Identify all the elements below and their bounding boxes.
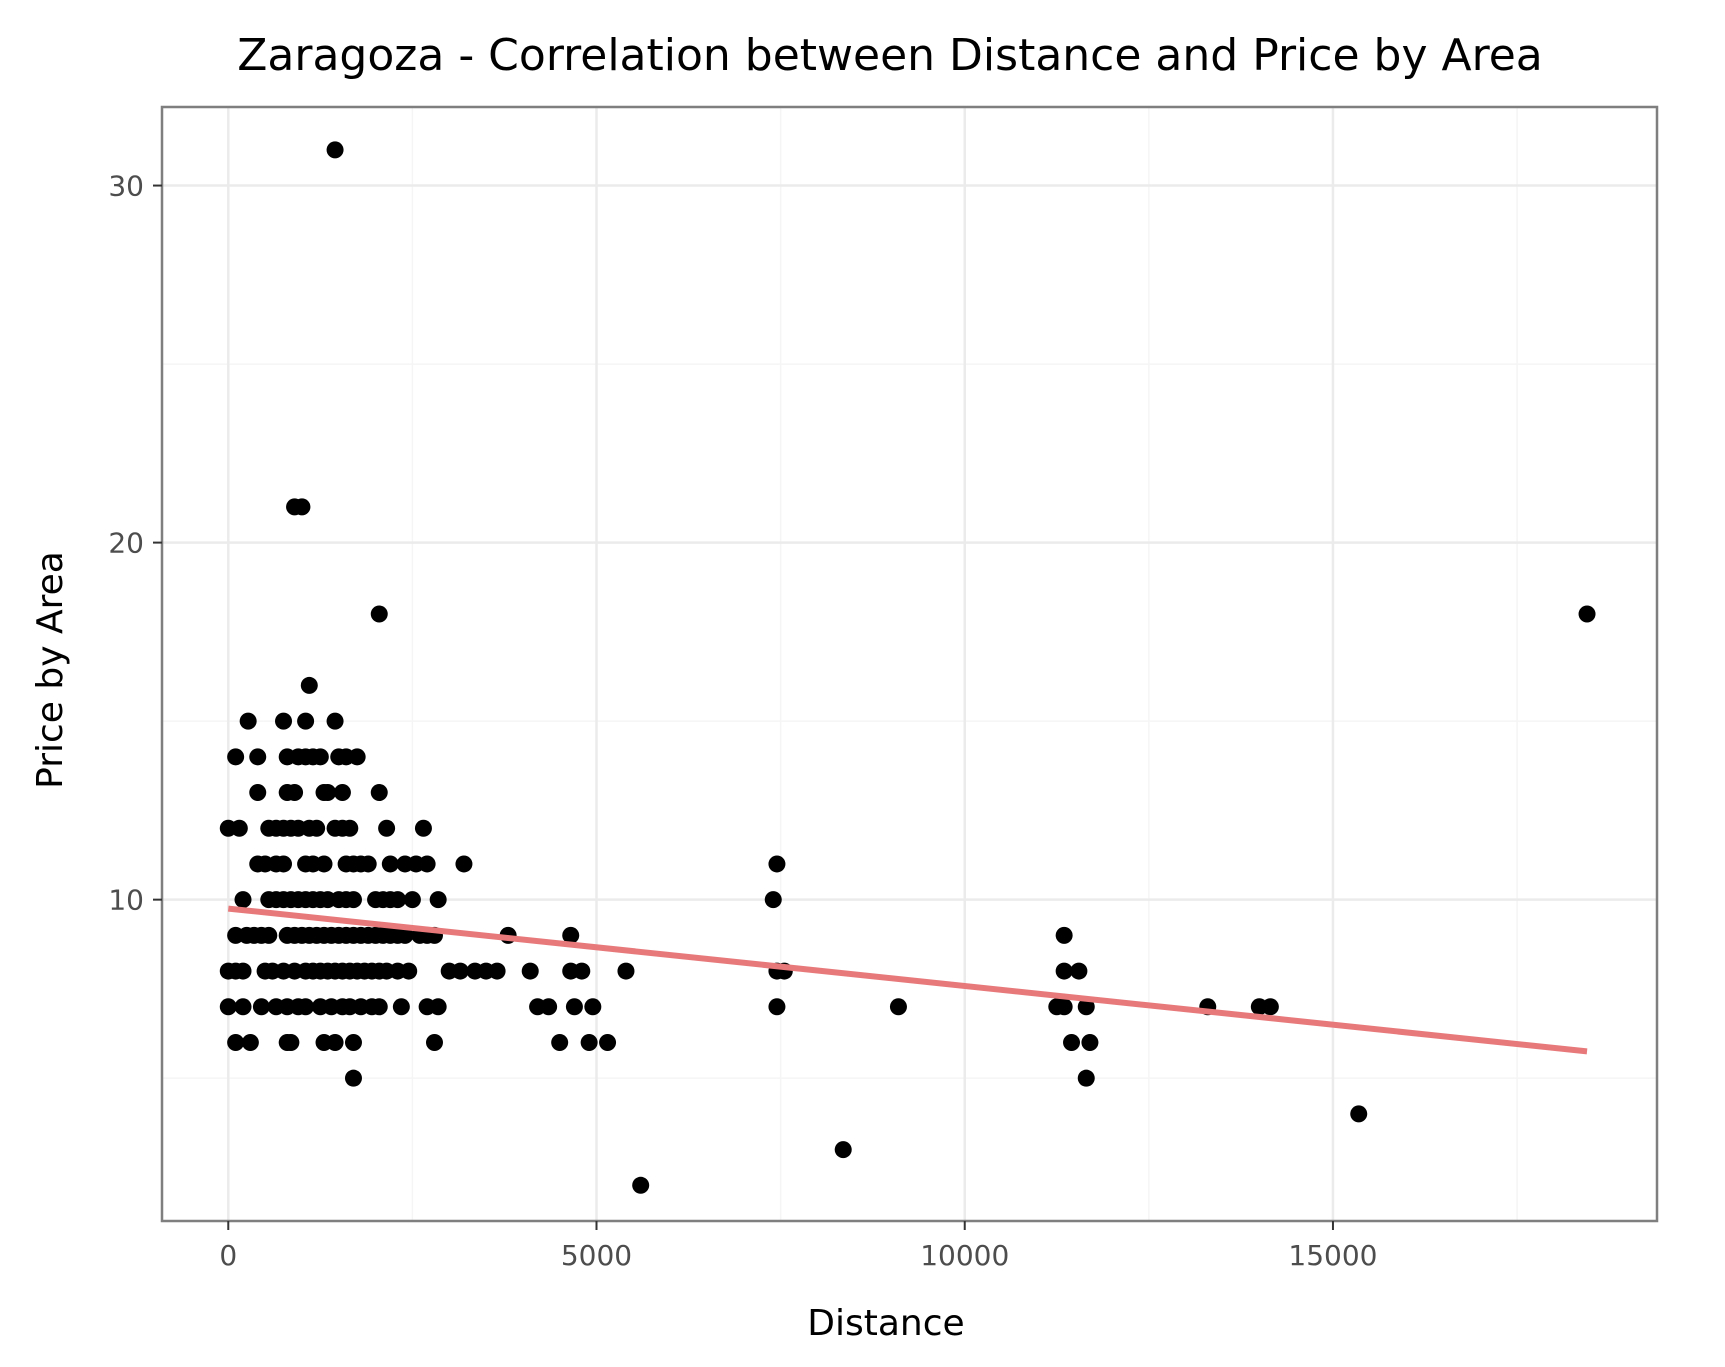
- data-point: [300, 676, 318, 694]
- data-point: [396, 926, 414, 944]
- data-point: [297, 998, 315, 1016]
- data-point: [599, 1033, 617, 1051]
- data-point: [230, 819, 248, 837]
- data-point: [400, 962, 418, 980]
- x-tick-label: 15000: [1288, 1239, 1377, 1272]
- y-tick-label: 30: [108, 170, 144, 203]
- data-point: [260, 926, 278, 944]
- data-point: [389, 891, 407, 909]
- data-point: [249, 748, 267, 766]
- data-point: [540, 998, 558, 1016]
- data-point: [768, 998, 786, 1016]
- data-point: [227, 1033, 245, 1051]
- data-point: [768, 855, 786, 873]
- data-point: [344, 891, 362, 909]
- data-point: [311, 748, 329, 766]
- data-point: [580, 1033, 598, 1051]
- data-point: [834, 1141, 852, 1159]
- data-point: [1055, 998, 1073, 1016]
- x-axis-label: Distance: [807, 1303, 964, 1344]
- data-point: [418, 855, 436, 873]
- data-point: [425, 1033, 443, 1051]
- data-point: [764, 891, 782, 909]
- data-point: [617, 962, 635, 980]
- x-tick-label: 10000: [920, 1239, 1009, 1272]
- data-point: [455, 855, 473, 873]
- data-point: [241, 1033, 259, 1051]
- data-point: [551, 1033, 569, 1051]
- data-point: [344, 1033, 362, 1051]
- x-tick-label: 5000: [561, 1239, 632, 1272]
- data-point: [293, 498, 311, 516]
- data-point: [573, 962, 591, 980]
- data-point: [239, 712, 257, 730]
- data-point: [1578, 605, 1596, 623]
- data-point: [1063, 1033, 1081, 1051]
- data-point: [632, 1176, 650, 1194]
- data-point: [308, 819, 326, 837]
- trend-line: [227, 905, 1588, 1055]
- data-point: [562, 926, 580, 944]
- data-point: [889, 998, 907, 1016]
- data-point: [326, 712, 344, 730]
- chart-title: Zaragoza - Correlation between Distance …: [237, 30, 1542, 81]
- panel-border: [160, 105, 1659, 1223]
- data-point: [1055, 926, 1073, 944]
- data-point: [414, 819, 432, 837]
- data-point: [282, 1033, 300, 1051]
- data-point: [1350, 1105, 1368, 1123]
- data-point: [451, 962, 469, 980]
- axis-ticks: 0 5000 10000 15000 10 20 30: [108, 170, 1377, 1272]
- data-point: [488, 962, 506, 980]
- data-point: [234, 891, 252, 909]
- minor-gridlines: [162, 107, 1657, 1221]
- data-point: [275, 855, 293, 873]
- data-point: [381, 855, 399, 873]
- data-point: [1070, 962, 1088, 980]
- data-point: [234, 962, 252, 980]
- data-point: [1261, 998, 1279, 1016]
- data-point: [521, 962, 539, 980]
- data-point: [319, 784, 337, 802]
- trend-line-group: [227, 905, 1588, 1055]
- data-point: [359, 855, 377, 873]
- data-point: [1077, 1069, 1095, 1087]
- data-points: [219, 141, 1596, 1194]
- data-point: [326, 1033, 344, 1051]
- data-point: [315, 855, 333, 873]
- data-point: [1055, 962, 1073, 980]
- data-point: [429, 891, 447, 909]
- data-point: [429, 998, 447, 1016]
- data-point: [249, 784, 267, 802]
- data-point: [348, 748, 366, 766]
- data-point: [227, 748, 245, 766]
- data-point: [584, 998, 602, 1016]
- data-point: [370, 998, 388, 1016]
- data-point: [333, 784, 351, 802]
- data-point: [378, 819, 396, 837]
- data-point: [234, 998, 252, 1016]
- y-tick-label: 20: [108, 527, 144, 560]
- y-tick-label: 10: [108, 884, 144, 917]
- data-point: [252, 998, 270, 1016]
- data-point: [286, 784, 304, 802]
- data-point: [326, 141, 344, 159]
- data-point: [1081, 1033, 1099, 1051]
- data-point: [403, 891, 421, 909]
- data-point: [370, 784, 388, 802]
- data-point: [219, 998, 237, 1016]
- data-point: [370, 605, 388, 623]
- data-point: [344, 1069, 362, 1087]
- data-point: [392, 998, 410, 1016]
- y-axis-label: Price by Area: [30, 551, 71, 789]
- data-point: [565, 998, 583, 1016]
- x-tick-label: 0: [219, 1239, 237, 1272]
- data-point: [341, 819, 359, 837]
- data-point: [1077, 998, 1095, 1016]
- data-point: [297, 712, 315, 730]
- data-point: [275, 712, 293, 730]
